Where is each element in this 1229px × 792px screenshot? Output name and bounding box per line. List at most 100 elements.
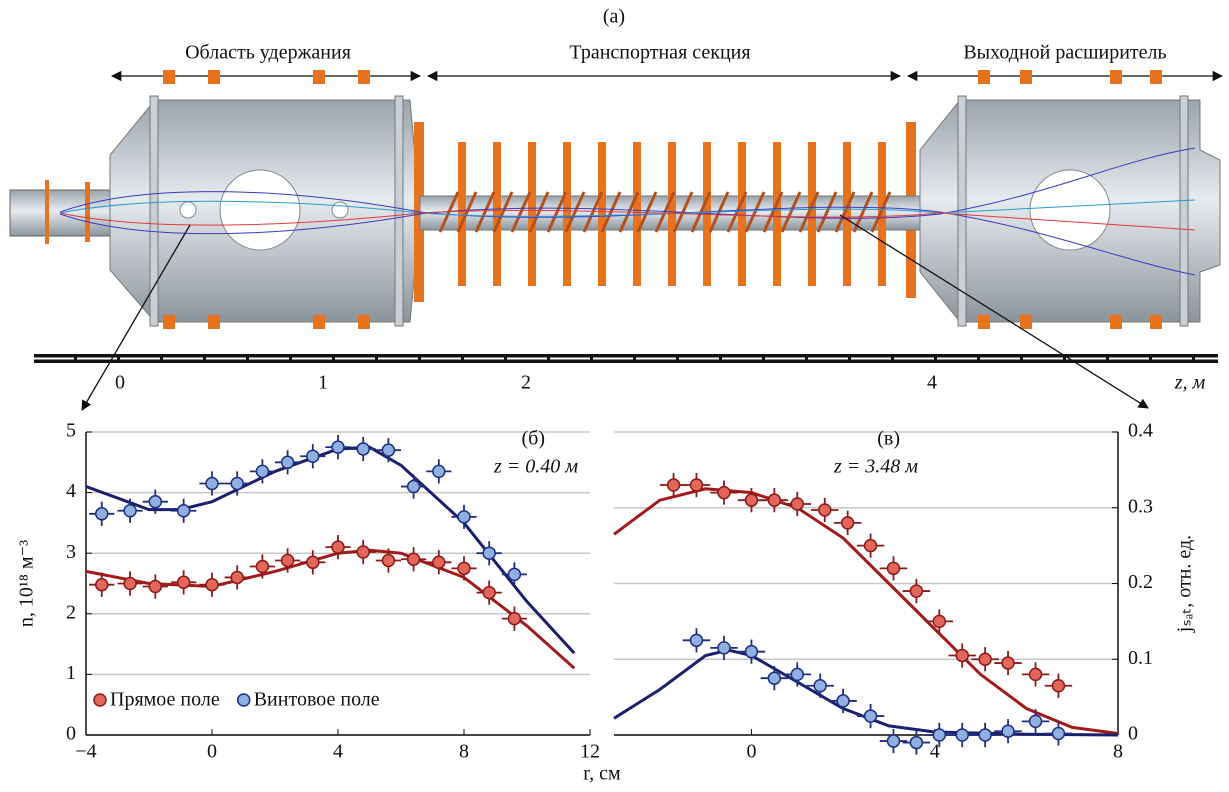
data-point xyxy=(230,570,244,585)
data-point xyxy=(909,584,924,598)
data-point xyxy=(813,679,827,693)
data-point xyxy=(255,559,270,574)
data-point xyxy=(1001,656,1015,670)
x-tick-label: 4 xyxy=(930,741,940,763)
data-point xyxy=(909,735,924,750)
data-point xyxy=(280,553,295,568)
data-point xyxy=(482,546,496,560)
z-tick-label: 1 xyxy=(318,372,328,394)
data-point xyxy=(955,648,969,663)
y-tick-label: 0 xyxy=(66,723,76,745)
y-tick-label: 3 xyxy=(66,541,76,563)
y-tick-label: 4 xyxy=(66,480,76,502)
data-point xyxy=(230,476,244,491)
data-point xyxy=(840,516,855,530)
y-tick-label: 0 xyxy=(1128,723,1138,745)
legend-label: Прямое поле xyxy=(110,689,220,711)
data-point xyxy=(978,728,992,742)
y-tick-label: 0.1 xyxy=(1128,647,1153,669)
x-tick-label: 0 xyxy=(746,741,756,763)
data-point xyxy=(767,671,782,685)
data-point xyxy=(148,579,163,594)
fit-line xyxy=(85,445,576,655)
section-label: Транспортная секция xyxy=(569,42,750,64)
data-point xyxy=(123,576,137,591)
data-point xyxy=(1051,679,1066,693)
data-point xyxy=(955,728,969,742)
panel-label: (в) xyxy=(877,428,900,450)
data-point xyxy=(863,709,878,723)
annotation: z = 0.40 м xyxy=(493,456,578,478)
data-point xyxy=(818,503,832,517)
data-point xyxy=(432,555,446,570)
data-point xyxy=(507,611,522,626)
x-tick-label: 4 xyxy=(333,741,343,763)
data-point xyxy=(836,694,850,708)
data-point xyxy=(744,493,759,507)
data-point xyxy=(306,449,320,463)
data-point xyxy=(356,545,370,559)
data-point xyxy=(717,641,731,655)
data-point xyxy=(255,464,270,479)
y-tick-label: 2 xyxy=(66,601,76,623)
data-point xyxy=(1001,724,1015,738)
fit-line xyxy=(613,487,1119,735)
x-tick-label: 8 xyxy=(1113,741,1123,763)
y-axis-label: n, 10¹⁸ м⁻³ xyxy=(16,540,38,627)
data-point xyxy=(306,555,320,570)
data-point xyxy=(331,440,345,454)
y-tick-label: 0.3 xyxy=(1128,495,1153,517)
pointer-arrows xyxy=(81,214,1149,411)
y-tick-label: 1 xyxy=(66,662,76,684)
schematic: (а) Область удержания Транспортная секци… xyxy=(9,6,1224,411)
data-point xyxy=(1051,726,1066,741)
data-point xyxy=(406,479,421,494)
x-tick-label: −4 xyxy=(75,741,96,763)
data-point xyxy=(932,728,947,742)
data-point xyxy=(886,561,901,576)
z-tick-label: 2 xyxy=(521,372,531,394)
data-point xyxy=(932,614,947,629)
data-point xyxy=(978,652,992,666)
data-point xyxy=(95,507,109,521)
x-tick-label: 0 xyxy=(207,741,217,763)
data-point xyxy=(1028,667,1043,682)
data-point xyxy=(176,575,191,590)
data-point xyxy=(280,455,295,470)
data-point xyxy=(886,734,901,748)
panel-label: (а) xyxy=(603,6,625,28)
data-point xyxy=(205,476,219,491)
data-point xyxy=(457,510,471,524)
data-point xyxy=(176,504,191,518)
panel-label: (б) xyxy=(522,428,546,450)
y-tick-label: 5 xyxy=(66,420,76,442)
data-point xyxy=(744,644,759,659)
field-lines xyxy=(59,147,1196,276)
section-label: Выходной расширитель xyxy=(963,42,1166,64)
y-axis-label: jₛₐₜ, отн. ед. xyxy=(1174,535,1196,633)
legend-label: Винтовое поле xyxy=(254,689,380,711)
x-tick-label: 12 xyxy=(580,741,600,763)
data-point xyxy=(457,561,471,576)
y-tick-label: 0.2 xyxy=(1128,571,1153,593)
data-point xyxy=(790,667,805,682)
data-point xyxy=(432,464,446,479)
annotation: z = 3.48 м xyxy=(833,456,918,478)
fit-line xyxy=(613,648,1119,737)
data-point xyxy=(689,633,704,648)
data-point xyxy=(717,485,731,500)
z-axis-label: z, м xyxy=(1174,372,1206,394)
data-point xyxy=(1028,714,1043,729)
z-tick-label: 0 xyxy=(115,372,125,394)
data-point xyxy=(205,577,219,592)
data-point xyxy=(767,493,782,507)
data-point xyxy=(666,478,681,492)
y-tick-label: 0.4 xyxy=(1128,420,1153,442)
data-point xyxy=(482,585,496,600)
data-point xyxy=(123,504,137,518)
data-point xyxy=(689,478,704,492)
z-tick-label: 4 xyxy=(927,372,937,394)
data-point xyxy=(790,497,805,511)
data-point xyxy=(863,538,878,553)
